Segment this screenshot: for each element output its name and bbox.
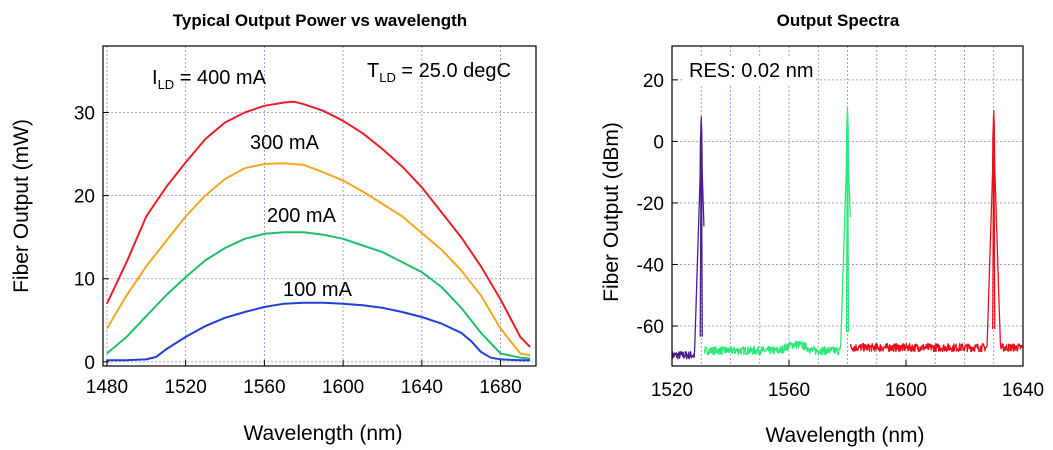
spectra-ytick--40: -40 (637, 255, 664, 276)
spectra-ytick-0: 0 (653, 132, 664, 153)
power-chart: Typical Output Power vs wavelength 1480 1… (10, 11, 537, 445)
spectrum-1630nm (849, 109, 1024, 353)
spectra-xtick-1640: 1640 (1002, 380, 1044, 401)
label-200ma: 200 mA (267, 205, 337, 227)
power-chart-series (105, 100, 531, 362)
spectra-xtick-1560: 1560 (768, 380, 810, 401)
spectra-xtick-1600: 1600 (885, 380, 927, 401)
power-xtick-1560: 1560 (243, 377, 285, 398)
label-300ma: 300 mA (250, 132, 320, 154)
spectrum-1530nm (671, 116, 705, 360)
power-chart-title: Typical Output Power vs wavelength (173, 11, 467, 30)
power-series-400ma (105, 100, 531, 348)
power-xtick-1520: 1520 (165, 377, 207, 398)
power-chart-grid (103, 46, 536, 366)
power-ytick-10: 10 (74, 270, 95, 291)
power-ytick-20: 20 (74, 187, 95, 208)
spectra-chart-title: Output Spectra (777, 11, 900, 30)
spectra-ytick-20: 20 (643, 71, 664, 92)
power-ytick-0: 0 (84, 353, 95, 374)
power-chart-ticks: 1480 1520 1560 1600 1640 1680 0 10 20 30 (74, 103, 522, 398)
temperature-annotation: TLD = 25.0 degC (367, 60, 511, 85)
power-xtick-1600: 1600 (322, 377, 364, 398)
power-xtick-1680: 1680 (479, 377, 521, 398)
spectra-chart-xlabel: Wavelength (nm) (765, 424, 924, 447)
power-series-300ma (106, 162, 531, 357)
power-series-100ma (106, 301, 531, 362)
spectra-chart-frame (671, 45, 1024, 367)
spectra-chart-series (671, 106, 1024, 360)
spectra-chart-ylabel: Fiber Output (dBm) (600, 122, 623, 302)
spectrum-1580nm (703, 106, 851, 356)
spectra-ytick--20: -20 (637, 194, 664, 215)
spectra-xtick-1520: 1520 (651, 380, 693, 401)
label-100ma: 100 mA (283, 279, 353, 301)
power-xtick-1640: 1640 (401, 377, 443, 398)
power-chart-xlabel: Wavelength (nm) (243, 422, 402, 445)
resolution-box (684, 58, 816, 84)
current-annotation: ILD = 400 mA (152, 67, 267, 92)
spectra-ytick--60: -60 (637, 317, 664, 338)
power-ytick-30: 30 (74, 103, 95, 124)
power-chart-frame (102, 45, 537, 367)
power-series-200ma (106, 231, 531, 360)
spectra-chart-ticks: 1520 1560 1600 1640 20 0 -20 -40 -60 (637, 71, 1045, 401)
power-chart-ylabel: Fiber Output (mW) (10, 119, 33, 293)
resolution-annotation: RES: 0.02 nm (689, 60, 814, 82)
power-xtick-1480: 1480 (86, 377, 128, 398)
spectra-chart: Output Spectra 1520 1560 1600 1640 20 0 -20 -40… (600, 11, 1044, 447)
